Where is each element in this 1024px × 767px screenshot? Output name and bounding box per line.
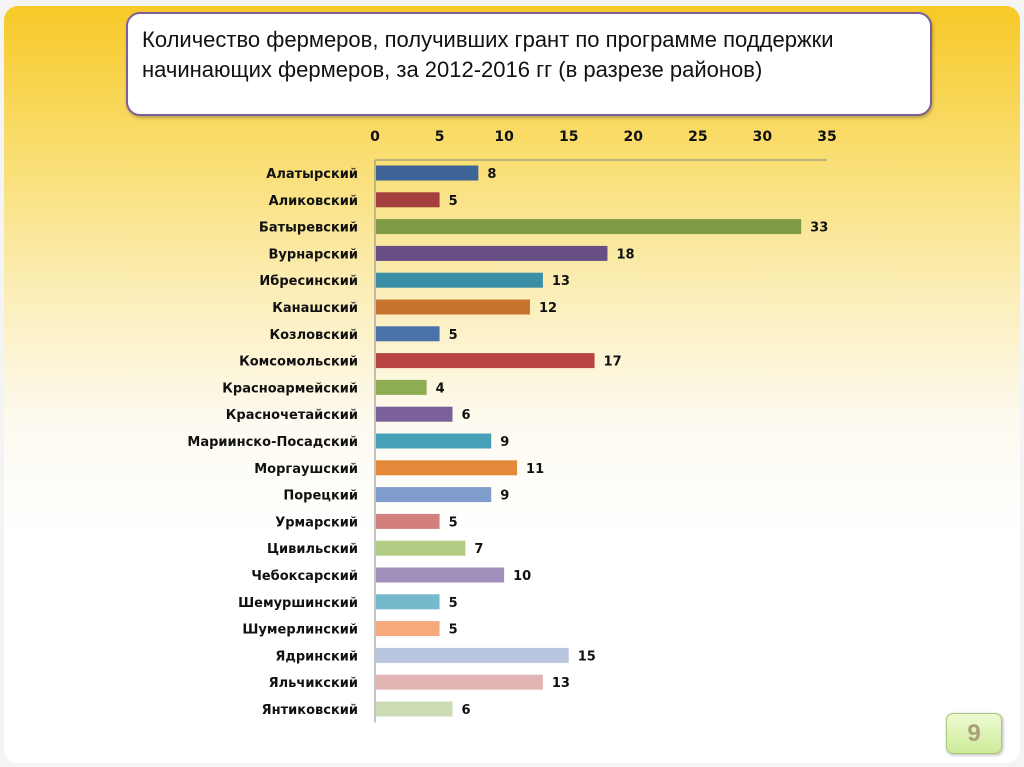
bar xyxy=(376,406,453,422)
category-label: Красночетайский xyxy=(226,408,358,423)
data-label: 33 xyxy=(810,221,828,236)
data-label: 9 xyxy=(500,489,509,504)
data-label: 12 xyxy=(539,301,557,316)
category-label: Комсомольский xyxy=(239,355,358,370)
category-label: Порецкий xyxy=(283,489,358,504)
category-label: Козловский xyxy=(269,328,358,343)
bar xyxy=(376,433,492,449)
data-label: 5 xyxy=(449,515,458,530)
data-label: 17 xyxy=(604,355,622,370)
x-tick-label: 35 xyxy=(817,129,836,145)
category-label: Янтиковский xyxy=(262,703,358,718)
data-label: 8 xyxy=(487,167,496,182)
category-label: Урмарский xyxy=(275,515,358,530)
data-label: 13 xyxy=(552,274,570,289)
category-label: Батыревский xyxy=(259,221,358,236)
bar xyxy=(376,567,505,583)
bar xyxy=(376,487,492,503)
data-label: 6 xyxy=(461,408,470,423)
bar xyxy=(376,192,440,208)
data-label: 6 xyxy=(461,703,470,718)
bar xyxy=(376,674,543,690)
bar xyxy=(376,379,427,395)
data-label: 15 xyxy=(578,649,596,664)
x-tick-label: 25 xyxy=(688,129,707,145)
data-label: 5 xyxy=(449,194,458,209)
data-label: 7 xyxy=(474,542,483,557)
bar xyxy=(376,594,440,610)
x-tick-label: 15 xyxy=(559,129,578,145)
x-tick-label: 30 xyxy=(753,129,773,145)
data-label: 11 xyxy=(526,462,544,477)
bar xyxy=(376,353,595,369)
category-label: Канашский xyxy=(272,301,358,316)
data-label: 13 xyxy=(552,676,570,691)
bar xyxy=(376,701,453,717)
category-label: Ядринский xyxy=(275,649,358,664)
bar xyxy=(376,299,530,315)
x-tick-label: 0 xyxy=(370,129,380,145)
bar xyxy=(376,647,569,663)
data-label: 5 xyxy=(449,596,458,611)
category-label: Шумерлинский xyxy=(242,623,358,638)
data-label: 10 xyxy=(513,569,531,584)
data-label: 5 xyxy=(449,328,458,343)
data-label: 9 xyxy=(500,435,509,450)
bar xyxy=(376,165,479,181)
category-label: Шемуршинский xyxy=(238,596,358,611)
bar xyxy=(376,245,608,261)
category-label: Чебоксарский xyxy=(251,569,358,584)
x-tick-label: 20 xyxy=(624,129,644,145)
category-label: Моргаушский xyxy=(254,462,358,477)
data-label: 18 xyxy=(616,247,634,262)
bar xyxy=(376,272,543,288)
category-label: Ибресинский xyxy=(259,274,358,289)
bar xyxy=(376,513,440,529)
bar xyxy=(376,621,440,637)
category-label: Цивильский xyxy=(267,542,358,557)
chart-title: Количество фермеров, получивших грант по… xyxy=(126,12,932,116)
category-label: Яльчикский xyxy=(269,676,358,691)
data-label: 4 xyxy=(436,381,445,396)
bar xyxy=(376,460,518,476)
slide-background xyxy=(4,6,1020,763)
data-label: 5 xyxy=(449,623,458,638)
x-tick-label: 5 xyxy=(435,129,445,145)
bar xyxy=(376,219,802,235)
category-label: Вурнарский xyxy=(269,247,359,262)
category-label: Аликовский xyxy=(269,194,358,209)
category-label: Красноармейский xyxy=(222,381,358,396)
category-label: Алатырский xyxy=(266,167,358,182)
bar xyxy=(376,326,440,342)
x-tick-label: 10 xyxy=(494,129,514,145)
page-number-badge: 9 xyxy=(946,713,1002,754)
bar xyxy=(376,540,466,556)
category-label: Мариинско-Посадский xyxy=(187,435,358,450)
